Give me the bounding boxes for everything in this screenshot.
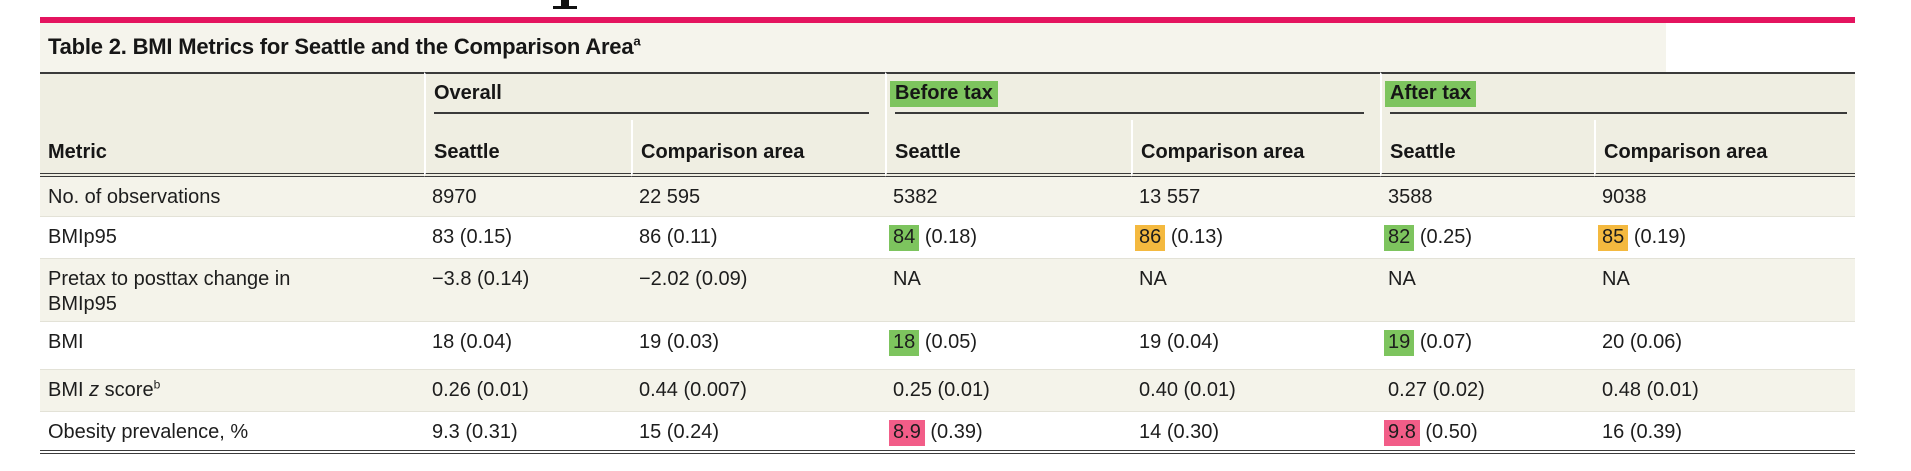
group-label-overall: Overall — [434, 82, 502, 104]
value-cell: 19 (0.04) — [1131, 322, 1381, 370]
value-cell: −3.8 (0.14) — [424, 259, 631, 322]
value-cell: 15 (0.24) — [631, 412, 886, 454]
value-cell: 9.8 (0.50) — [1380, 412, 1595, 454]
group-header-overall: Overall — [424, 72, 886, 120]
value-cell: 19 (0.07) — [1380, 322, 1595, 370]
value-cell: 86 (0.13) — [1131, 217, 1381, 259]
value-cell: 0.26 (0.01) — [424, 370, 631, 412]
value-cell: 8.9 (0.39) — [885, 412, 1132, 454]
table-row: BMI 18 (0.04) 19 (0.03) 18 (0.05) 19 (0.04) 1… — [40, 322, 1856, 370]
table-row: Obesity prevalence, % 9.3 (0.31) 15 (0.24)… — [40, 412, 1856, 454]
value-cell: 85 (0.19) — [1594, 217, 1856, 259]
value-cell: 8970 — [424, 177, 631, 217]
value-cell: 5382 — [885, 177, 1132, 217]
accent-rule — [40, 17, 1855, 23]
value-cell: 20 (0.06) — [1594, 322, 1856, 370]
metric-cell: Obesity prevalence, % — [40, 412, 424, 454]
value-cell: 0.25 (0.01) — [885, 370, 1132, 412]
value-cell: −2.02 (0.09) — [631, 259, 886, 322]
metric-cell: BMI z scoreb — [40, 370, 424, 412]
highlighted-value: 18 — [889, 330, 920, 356]
column-header-seattle-after: Seattle — [1380, 120, 1595, 177]
value-cell: 0.48 (0.01) — [1594, 370, 1856, 412]
table-title: Table 2. BMI Metrics for Seattle and the… — [40, 23, 1855, 60]
highlighted-value: 82 — [1384, 225, 1415, 251]
column-header-seattle-before: Seattle — [885, 120, 1132, 177]
fragment-stem — [561, 0, 569, 6]
cropped-text-fragment — [553, 0, 577, 9]
table-row: No. of observations 8970 22 595 5382 13 557 3… — [40, 177, 1856, 217]
highlighted-value: 85 — [1598, 225, 1629, 251]
data-table: Metric Overall Before tax After tax Seat… — [40, 72, 1856, 454]
highlighted-value: 19 — [1384, 330, 1415, 356]
value-cell: NA — [885, 259, 1132, 322]
highlighted-value: 86 — [1135, 225, 1166, 251]
value-cell: 19 (0.03) — [631, 322, 886, 370]
value-cell: 14 (0.30) — [1131, 412, 1381, 454]
highlighted-value: 84 — [889, 225, 920, 251]
group-underline — [895, 112, 1365, 114]
value-cell: 18 (0.04) — [424, 322, 631, 370]
value-cell: 9.3 (0.31) — [424, 412, 631, 454]
group-header-row: Metric Overall Before tax After tax — [40, 72, 1856, 177]
value-cell: 0.40 (0.01) — [1131, 370, 1381, 412]
title-footnote-marker: a — [633, 33, 641, 49]
bmi-metrics-table: Table 2. BMI Metrics for Seattle and the… — [40, 23, 1856, 454]
title-background — [40, 23, 1666, 72]
value-cell: 0.44 (0.007) — [631, 370, 886, 412]
group-header-before-tax: Before tax — [885, 72, 1381, 120]
value-cell: NA — [1131, 259, 1381, 322]
column-header-comparison-before: Comparison area — [1131, 120, 1381, 177]
value-cell: 9038 — [1594, 177, 1856, 217]
group-header-after-tax: After tax — [1380, 72, 1856, 120]
group-label-before-tax: Before tax — [890, 81, 998, 107]
highlighted-value: 9.8 — [1384, 420, 1420, 446]
value-cell: 0.27 (0.02) — [1380, 370, 1595, 412]
metric-cell: No. of observations — [40, 177, 424, 217]
value-cell: NA — [1380, 259, 1595, 322]
sub-header-row: Seattle Comparison area Seattle Comparis… — [40, 120, 1856, 177]
table-header: Metric Overall Before tax After tax Seat… — [40, 72, 1856, 177]
value-cell: 83 (0.15) — [424, 217, 631, 259]
group-label-after-tax: After tax — [1385, 81, 1477, 107]
metric-cell: BMI — [40, 322, 424, 370]
value-cell: 84 (0.18) — [885, 217, 1132, 259]
value-cell: 13 557 — [1131, 177, 1381, 217]
table-row: BMI z scoreb 0.26 (0.01) 0.44 (0.007) 0.25 … — [40, 370, 1856, 412]
fragment-serif — [553, 6, 577, 9]
value-cell: 3588 — [1380, 177, 1595, 217]
value-cell: 18 (0.05) — [885, 322, 1132, 370]
column-header-comparison-after: Comparison area — [1594, 120, 1856, 177]
column-header-seattle-overall: Seattle — [424, 120, 631, 177]
table-title-band: Table 2. BMI Metrics for Seattle and the… — [40, 23, 1855, 72]
metric-cell: BMIp95 — [40, 217, 424, 259]
table-title-text: Table 2. BMI Metrics for Seattle and the… — [48, 34, 634, 59]
group-underline — [1390, 112, 1848, 114]
metric-cell: Pretax to posttax change in BMIp95 — [40, 259, 424, 322]
value-cell: 86 (0.11) — [631, 217, 886, 259]
table-body: No. of observations 8970 22 595 5382 13 557 3… — [40, 177, 1856, 454]
column-header-comparison-overall: Comparison area — [631, 120, 886, 177]
value-cell: 16 (0.39) — [1594, 412, 1856, 454]
value-cell: 22 595 — [631, 177, 886, 217]
highlighted-value: 8.9 — [889, 420, 925, 446]
value-cell: NA — [1594, 259, 1856, 322]
value-cell: 82 (0.25) — [1380, 217, 1595, 259]
group-underline — [434, 112, 870, 114]
metric-column-header: Metric — [40, 72, 424, 177]
table-row: BMIp95 83 (0.15) 86 (0.11) 84 (0.18) 86 (0.1… — [40, 217, 1856, 259]
table-row: Pretax to posttax change in BMIp95 −3.8 (0… — [40, 259, 1856, 322]
